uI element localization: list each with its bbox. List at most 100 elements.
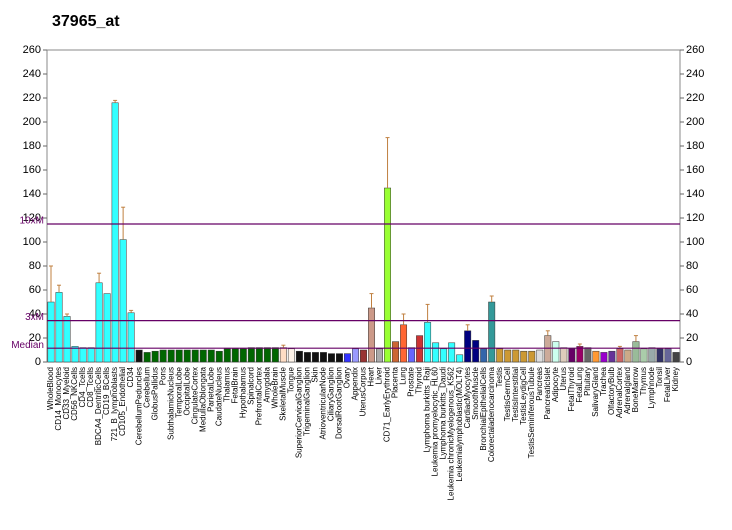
bar	[231, 348, 239, 363]
bar	[648, 347, 656, 363]
bar	[79, 347, 87, 363]
bar	[271, 347, 279, 363]
x-tick-label: UterusCorpus	[359, 367, 368, 416]
x-tick-label: Placenta	[391, 366, 400, 398]
x-tick-label: FetalBrain	[230, 367, 239, 403]
x-tick-label: Leukemia chronicMyelogenous_K562	[447, 366, 456, 500]
bar	[143, 352, 151, 363]
x-tick-label: TestisInterstitial	[511, 367, 520, 422]
bar	[319, 352, 327, 363]
x-tick-label: Leukemia promyelocytic_HL60	[431, 366, 440, 476]
bar	[239, 348, 247, 363]
x-tick-label: CD105_Endothelial	[118, 367, 127, 436]
bar	[608, 350, 616, 363]
bar	[600, 352, 608, 363]
x-tick-label: OlfactoryBulb	[607, 366, 616, 415]
bar	[287, 348, 295, 363]
x-tick-label: Kidney	[671, 367, 680, 391]
bar	[223, 348, 231, 363]
y-tick-label: 100	[23, 236, 41, 248]
x-tick-label: TestisLeydigCell	[519, 367, 528, 425]
bar	[408, 347, 416, 363]
y-tick-label: 40	[29, 308, 41, 320]
bar	[368, 307, 375, 363]
reference-label: 10xM	[20, 216, 44, 227]
x-tick-label: Thalamus	[222, 367, 231, 402]
x-tick-label: SmoothMuscle	[471, 366, 480, 419]
x-tick-label: GlobusPallidus	[150, 367, 159, 420]
bar	[568, 348, 576, 363]
bar	[311, 352, 319, 363]
y-tick-label: 120	[23, 212, 41, 224]
x-tick-label: Uterus	[559, 367, 568, 391]
x-tick-label: FetalLiver	[663, 367, 672, 402]
bar	[255, 347, 263, 363]
y-tick-label: 240	[23, 68, 41, 80]
bar	[159, 349, 167, 363]
bar	[520, 350, 528, 363]
x-tick-label: Leukemialymphoblastic(MOLT4)	[455, 367, 464, 482]
y2-tick-label: 140	[686, 188, 704, 200]
bar	[488, 301, 496, 363]
y2-tick-label: 0	[686, 356, 692, 368]
x-tick-label: Trachea	[599, 366, 608, 396]
y-tick-label: 60	[29, 284, 41, 296]
x-tick-label: Heart	[367, 366, 376, 386]
bar	[167, 349, 175, 363]
bar	[400, 324, 408, 363]
x-tick-label: Lymphoma burkitts_Raji	[423, 367, 432, 453]
x-tick-label: FetalThyroid	[567, 367, 576, 411]
x-tick-label: OccipitalLobe	[182, 366, 191, 415]
x-tick-label: Tonsil	[655, 367, 664, 388]
bar	[448, 342, 456, 363]
x-tick-label: Ovary	[343, 367, 352, 388]
x-tick-label: SkeletalMuscle	[278, 366, 287, 420]
x-tick-label: CD8_Tcells	[86, 367, 95, 407]
y2-tick-label: 180	[686, 140, 704, 152]
x-tick-label: Colorectaladenocarcinoma	[487, 366, 496, 462]
y2-tick-label: 60	[686, 284, 698, 296]
x-tick-label: Adipocyte	[551, 366, 560, 402]
x-tick-label: CerebellumPeduncles	[134, 367, 143, 445]
bar	[344, 353, 351, 363]
y2-tick-label: 100	[686, 236, 704, 248]
x-tick-label: AtrioventricularNode	[319, 366, 328, 439]
x-tick-label: TemporalLobe	[174, 366, 183, 417]
bar	[640, 348, 648, 363]
x-tick-label: Prostate	[407, 366, 416, 396]
x-tick-label: Pancreas	[535, 367, 544, 401]
x-tick-label: CardiacMyocytes	[463, 367, 472, 428]
x-tick-label: CD4_Tcells	[78, 367, 87, 407]
y2-tick-label: 160	[686, 164, 704, 176]
bar	[616, 348, 624, 363]
x-tick-label: Skin	[311, 367, 320, 383]
bar	[504, 349, 512, 363]
x-tick-label: Pons	[158, 367, 167, 385]
bar	[392, 341, 400, 363]
bar	[191, 349, 199, 363]
x-tick-label: CD33_Myeloid	[62, 367, 71, 419]
x-tick-label: CD14_Monocytes	[54, 367, 63, 431]
x-tick-label: CD19_BCells	[102, 367, 111, 415]
bar	[135, 349, 143, 363]
x-tick-label: TrigeminalGanglion	[303, 367, 312, 436]
x-tick-label: ParietalLobe	[206, 366, 215, 411]
bar	[207, 349, 215, 363]
bar	[672, 352, 680, 363]
x-tick-label: Spinalcord	[246, 367, 255, 405]
x-tick-label: Testis	[495, 367, 504, 387]
chart-title: 37965_at	[52, 13, 120, 30]
x-tick-label: CaudateNucleus	[214, 367, 223, 426]
x-tick-label: Lymphnode	[647, 366, 656, 408]
bar	[63, 316, 71, 363]
x-tick-label: CD71_EarlyErythroid	[383, 367, 392, 442]
x-tick-label: PrefrontalCortex	[254, 367, 263, 425]
bar	[464, 330, 472, 363]
x-tick-label: CingulateCortex	[190, 367, 199, 424]
x-tick-label: SubthalamicNucleus	[166, 367, 175, 440]
y2-tick-label: 80	[686, 260, 698, 272]
bar	[247, 347, 255, 363]
y-tick-label: 140	[23, 188, 41, 200]
y2-tick-label: 200	[686, 116, 704, 128]
bar	[95, 282, 103, 363]
